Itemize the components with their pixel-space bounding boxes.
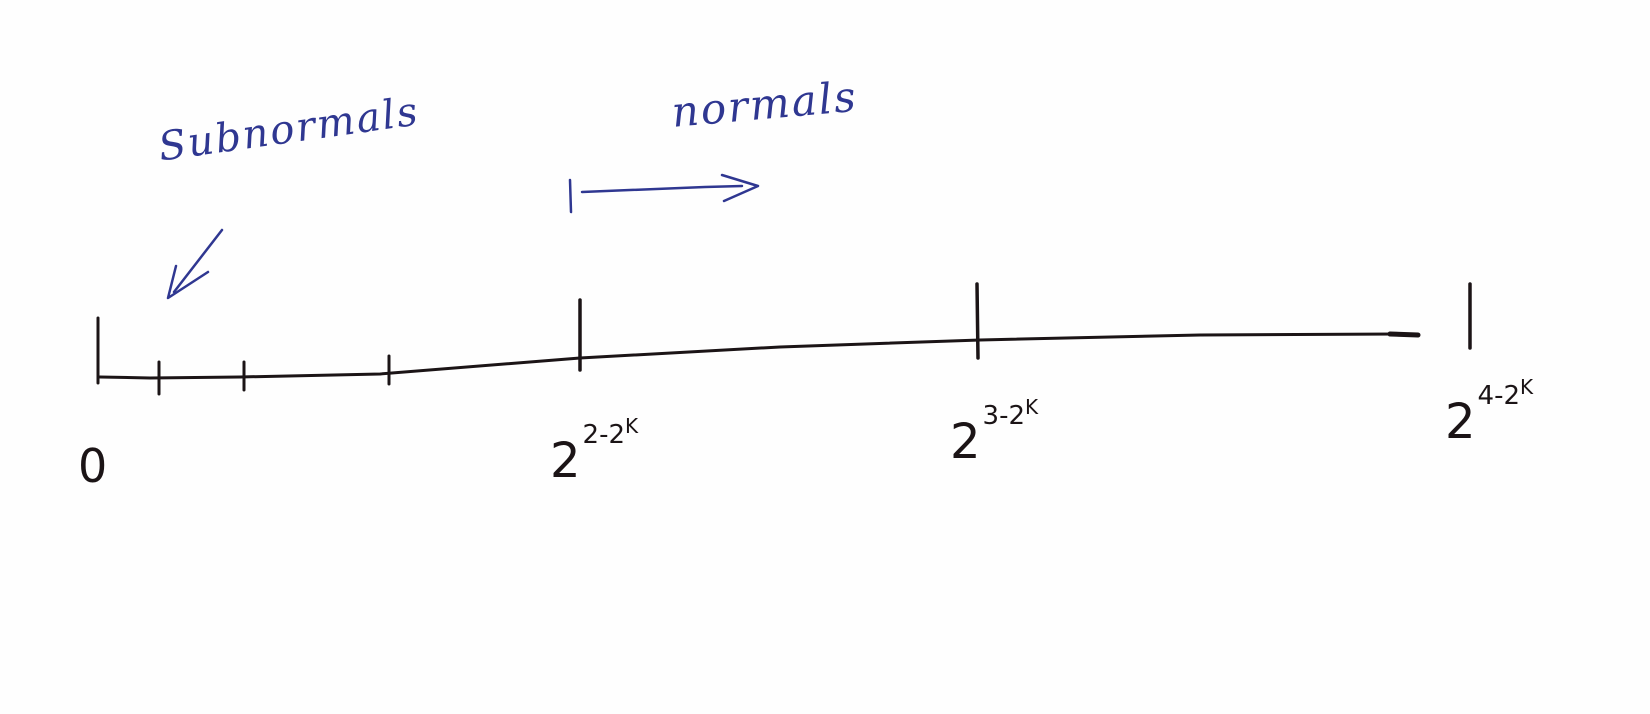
tick-label-2-exponent: 3-2 [982,401,1026,431]
normals-arrow-shaft [580,184,744,194]
subnormals-arrowhead [166,264,210,300]
normals-start-bar [568,178,573,214]
origin-label: 0 [78,439,108,493]
tick-label-2-exponent-sup: K [1025,395,1039,419]
tick-label-1: 22-2K [550,416,638,485]
number-line-end-mark [1387,331,1421,338]
tick-label-3-exponent-sup: K [1520,375,1534,399]
tick-label-1-exponent-sup: K [625,414,639,438]
major-tick-2 [975,282,980,360]
tick-label-1-base: 2 [550,433,581,489]
tick-label-3-exponent: 4-2 [1477,381,1521,411]
tick-label-2: 23-2K [950,397,1038,466]
tick-label-3-base: 2 [1445,394,1476,450]
tick-label-1-exponent: 2-2 [582,420,626,450]
tick-label-3: 24-2K [1445,377,1533,446]
subnormals-arrow [172,228,224,294]
normals-arrowhead [720,173,760,203]
number-line-axis [98,332,1412,380]
tick-label-2-base: 2 [950,414,981,470]
